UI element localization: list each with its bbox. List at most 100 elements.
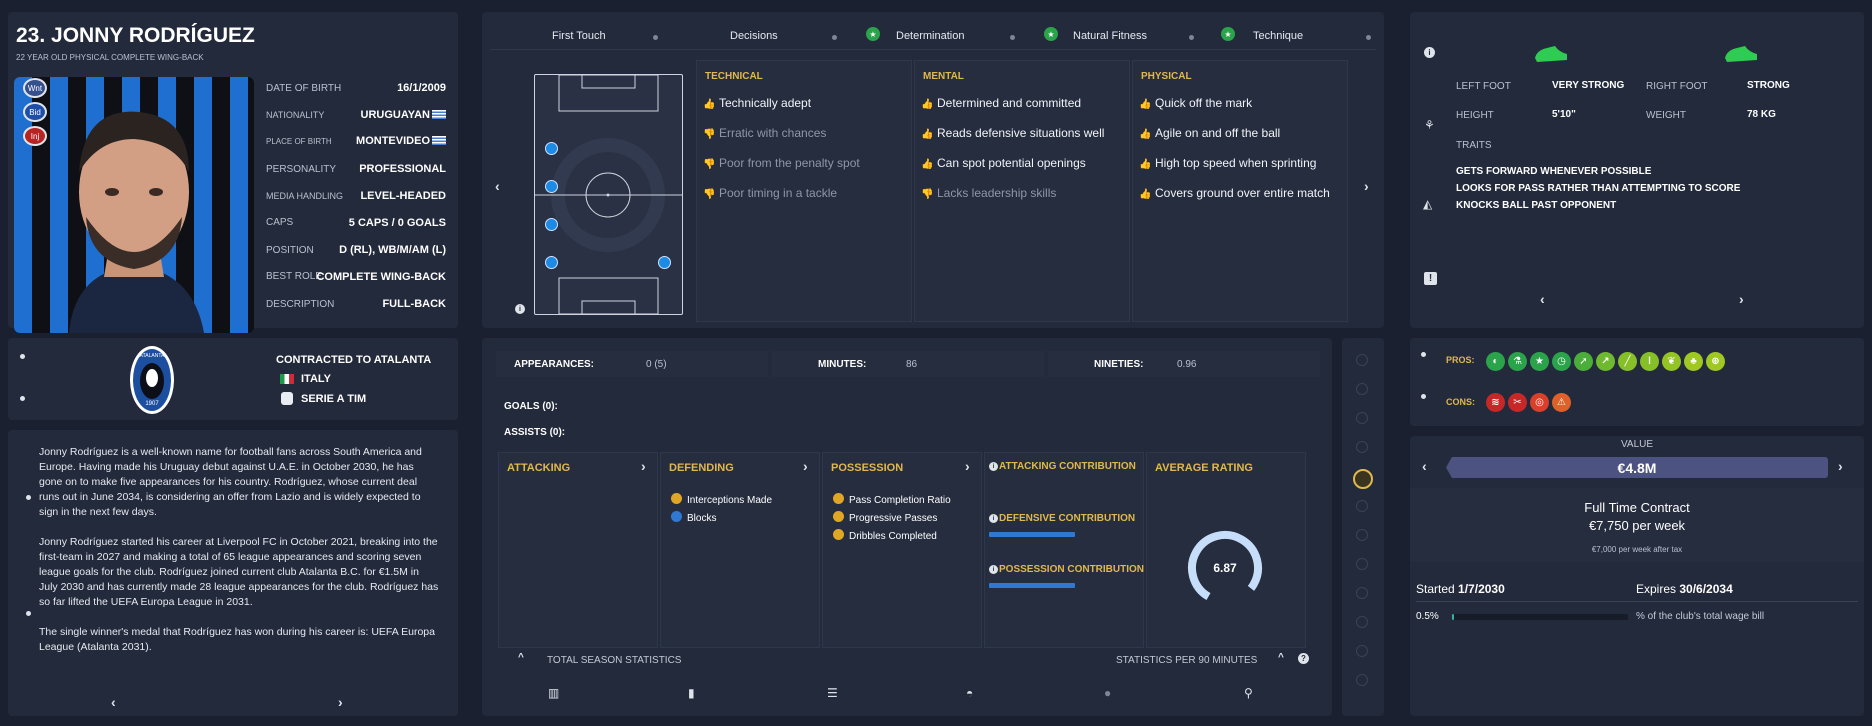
chevron-right-icon[interactable]: ›: [1739, 291, 1744, 307]
chevron-up-icon[interactable]: ^: [518, 652, 524, 663]
pro-icon[interactable]: ↗: [1596, 352, 1615, 371]
thumbs-up-icon: 👍: [921, 99, 934, 110]
possession-stat-item[interactable]: Progressive Passes: [833, 511, 937, 524]
chevron-left-icon[interactable]: ‹: [1540, 291, 1545, 307]
sidebar-icon[interactable]: [1356, 674, 1368, 686]
defending-stat-item[interactable]: Interceptions Made: [671, 493, 772, 506]
nav-dot[interactable]: [1421, 352, 1426, 357]
sidebar-icon[interactable]: [1356, 412, 1368, 424]
pro-icon[interactable]: ❦: [1662, 352, 1681, 371]
chevron-right-icon[interactable]: ›: [965, 458, 970, 474]
pro-icon[interactable]: ╱: [1618, 352, 1637, 371]
position-pitch[interactable]: [534, 74, 683, 315]
sidebar-icon[interactable]: [1356, 441, 1368, 453]
defending-title[interactable]: DEFENDING: [669, 462, 734, 474]
pro-icon[interactable]: ⚗: [1508, 352, 1527, 371]
con-icon[interactable]: ⚠: [1552, 393, 1571, 412]
chevron-right-icon[interactable]: ›: [1364, 178, 1369, 194]
chevron-left-icon[interactable]: ‹: [1422, 458, 1427, 474]
key-attr-natural-fitness[interactable]: Natural Fitness: [1073, 30, 1147, 42]
per90-statistics-tab[interactable]: STATISTICS PER 90 MINUTES: [1116, 655, 1258, 666]
pro-icon[interactable]: ◐: [1486, 352, 1505, 371]
chevron-left-icon[interactable]: ‹: [111, 694, 116, 710]
info-icon[interactable]: i: [989, 514, 998, 523]
nav-dot[interactable]: [20, 396, 25, 401]
chevron-up-icon[interactable]: ^: [1278, 652, 1284, 663]
boot-icon[interactable]: ◭: [1423, 197, 1433, 211]
con-icon[interactable]: ✂: [1508, 393, 1527, 412]
help-icon[interactable]: ?: [1298, 653, 1309, 664]
pro-icon[interactable]: ◷: [1552, 352, 1571, 371]
assists-label[interactable]: ASSISTS (0):: [504, 427, 566, 438]
nav-dot[interactable]: [20, 354, 25, 359]
key-attr-determination[interactable]: Determination: [896, 30, 965, 42]
con-icon[interactable]: ◎: [1530, 393, 1549, 412]
chevron-right-icon[interactable]: ›: [803, 458, 808, 474]
trait-item[interactable]: LOOKS FOR PASS RATHER THAN ATTEMPTING TO…: [1456, 183, 1741, 194]
sidebar-icon[interactable]: [1356, 354, 1368, 366]
info-icon[interactable]: i: [989, 565, 998, 574]
goals-label[interactable]: GOALS (0):: [504, 401, 558, 412]
sidebar-icon-active[interactable]: [1353, 469, 1373, 489]
defensive-contribution-title[interactable]: DEFENSIVE CONTRIBUTION: [999, 513, 1136, 524]
chevron-right-icon[interactable]: ›: [1838, 458, 1843, 474]
shirt-icon[interactable]: ▮: [688, 686, 695, 700]
sidebar-icon[interactable]: [1356, 616, 1368, 628]
chevron-left-icon[interactable]: ‹: [495, 178, 500, 194]
gold-star-icon: [833, 529, 844, 540]
detail-value-nationality[interactable]: URUGUAYAN: [360, 109, 430, 121]
possession-stat-item[interactable]: Dribbles Completed: [833, 529, 937, 542]
info-icon[interactable]: i: [515, 304, 525, 314]
sidebar-icon[interactable]: [1356, 587, 1368, 599]
league-name[interactable]: SERIE A TIM: [301, 393, 367, 405]
list-icon[interactable]: ☰: [827, 686, 838, 700]
pro-icon[interactable]: ➚: [1574, 352, 1593, 371]
bar-chart-icon[interactable]: ▥: [548, 686, 560, 700]
trait-item[interactable]: KNOCKS BALL PAST OPPONENT: [1456, 200, 1617, 211]
whistle-icon[interactable]: ◓: [966, 686, 974, 700]
nav-dot[interactable]: [26, 611, 31, 616]
pro-icon[interactable]: ⊕: [1706, 352, 1725, 371]
sidebar-icon[interactable]: [1356, 500, 1368, 512]
pro-icon[interactable]: ★: [1530, 352, 1549, 371]
attacking-title[interactable]: ATTACKING: [507, 462, 571, 474]
possession-title[interactable]: POSSESSION: [831, 462, 904, 474]
nav-dot[interactable]: [26, 495, 31, 500]
contract-label[interactable]: CONTRACTED TO ATALANTA: [276, 354, 432, 366]
sidebar-icon[interactable]: [1356, 645, 1368, 657]
bid-badge[interactable]: Bid: [23, 102, 47, 122]
injury-badge[interactable]: Inj: [23, 126, 47, 146]
sidebar-icon[interactable]: [1356, 529, 1368, 541]
sidebar-icon[interactable]: [1356, 383, 1368, 395]
chevron-right-icon[interactable]: ›: [338, 694, 343, 710]
value-bar[interactable]: €4.8M: [1446, 457, 1828, 478]
attacking-contribution-title[interactable]: ATTACKING CONTRIBUTION: [999, 461, 1136, 472]
atalanta-crest-icon[interactable]: ATALANTA 1907: [129, 345, 175, 415]
nav-dot: [1010, 35, 1015, 40]
info-icon[interactable]: i: [1424, 47, 1435, 58]
nav-dot[interactable]: [1421, 394, 1426, 399]
defending-stat-item[interactable]: Blocks: [671, 511, 716, 524]
wanted-badge[interactable]: Wnt: [23, 78, 47, 98]
pro-icon[interactable]: ǀ: [1640, 352, 1659, 371]
player-running-icon[interactable]: ⚲: [1244, 686, 1253, 700]
country-name[interactable]: ITALY: [301, 373, 331, 385]
sidebar-icon[interactable]: [1356, 558, 1368, 570]
key-attr-technique[interactable]: Technique: [1253, 30, 1304, 42]
trait-item[interactable]: GETS FORWARD WHENEVER POSSIBLE: [1456, 166, 1652, 177]
average-rating-title[interactable]: AVERAGE RATING: [1155, 462, 1253, 474]
key-attr-decisions[interactable]: Decisions: [730, 30, 778, 42]
sprout-icon[interactable]: ⚘: [1424, 118, 1435, 132]
attribute-positive: 👍 Covers ground over entire match: [1139, 186, 1330, 200]
key-attr-first-touch[interactable]: First Touch: [552, 30, 606, 42]
total-season-statistics-tab[interactable]: TOTAL SEASON STATISTICS: [547, 655, 682, 666]
detail-value-best-role[interactable]: COMPLETE WING-BACK: [316, 271, 446, 283]
chevron-right-icon[interactable]: ›: [641, 458, 646, 474]
info-icon[interactable]: i: [989, 462, 998, 471]
possession-stat-item[interactable]: Pass Completion Ratio: [833, 493, 951, 506]
possession-contribution-title[interactable]: POSSESSION CONTRIBUTION: [999, 564, 1145, 575]
con-icon[interactable]: ≋: [1486, 393, 1505, 412]
alert-icon[interactable]: !: [1424, 272, 1437, 285]
pro-icon[interactable]: ♣: [1684, 352, 1703, 371]
ball-icon[interactable]: ●: [1104, 686, 1112, 700]
